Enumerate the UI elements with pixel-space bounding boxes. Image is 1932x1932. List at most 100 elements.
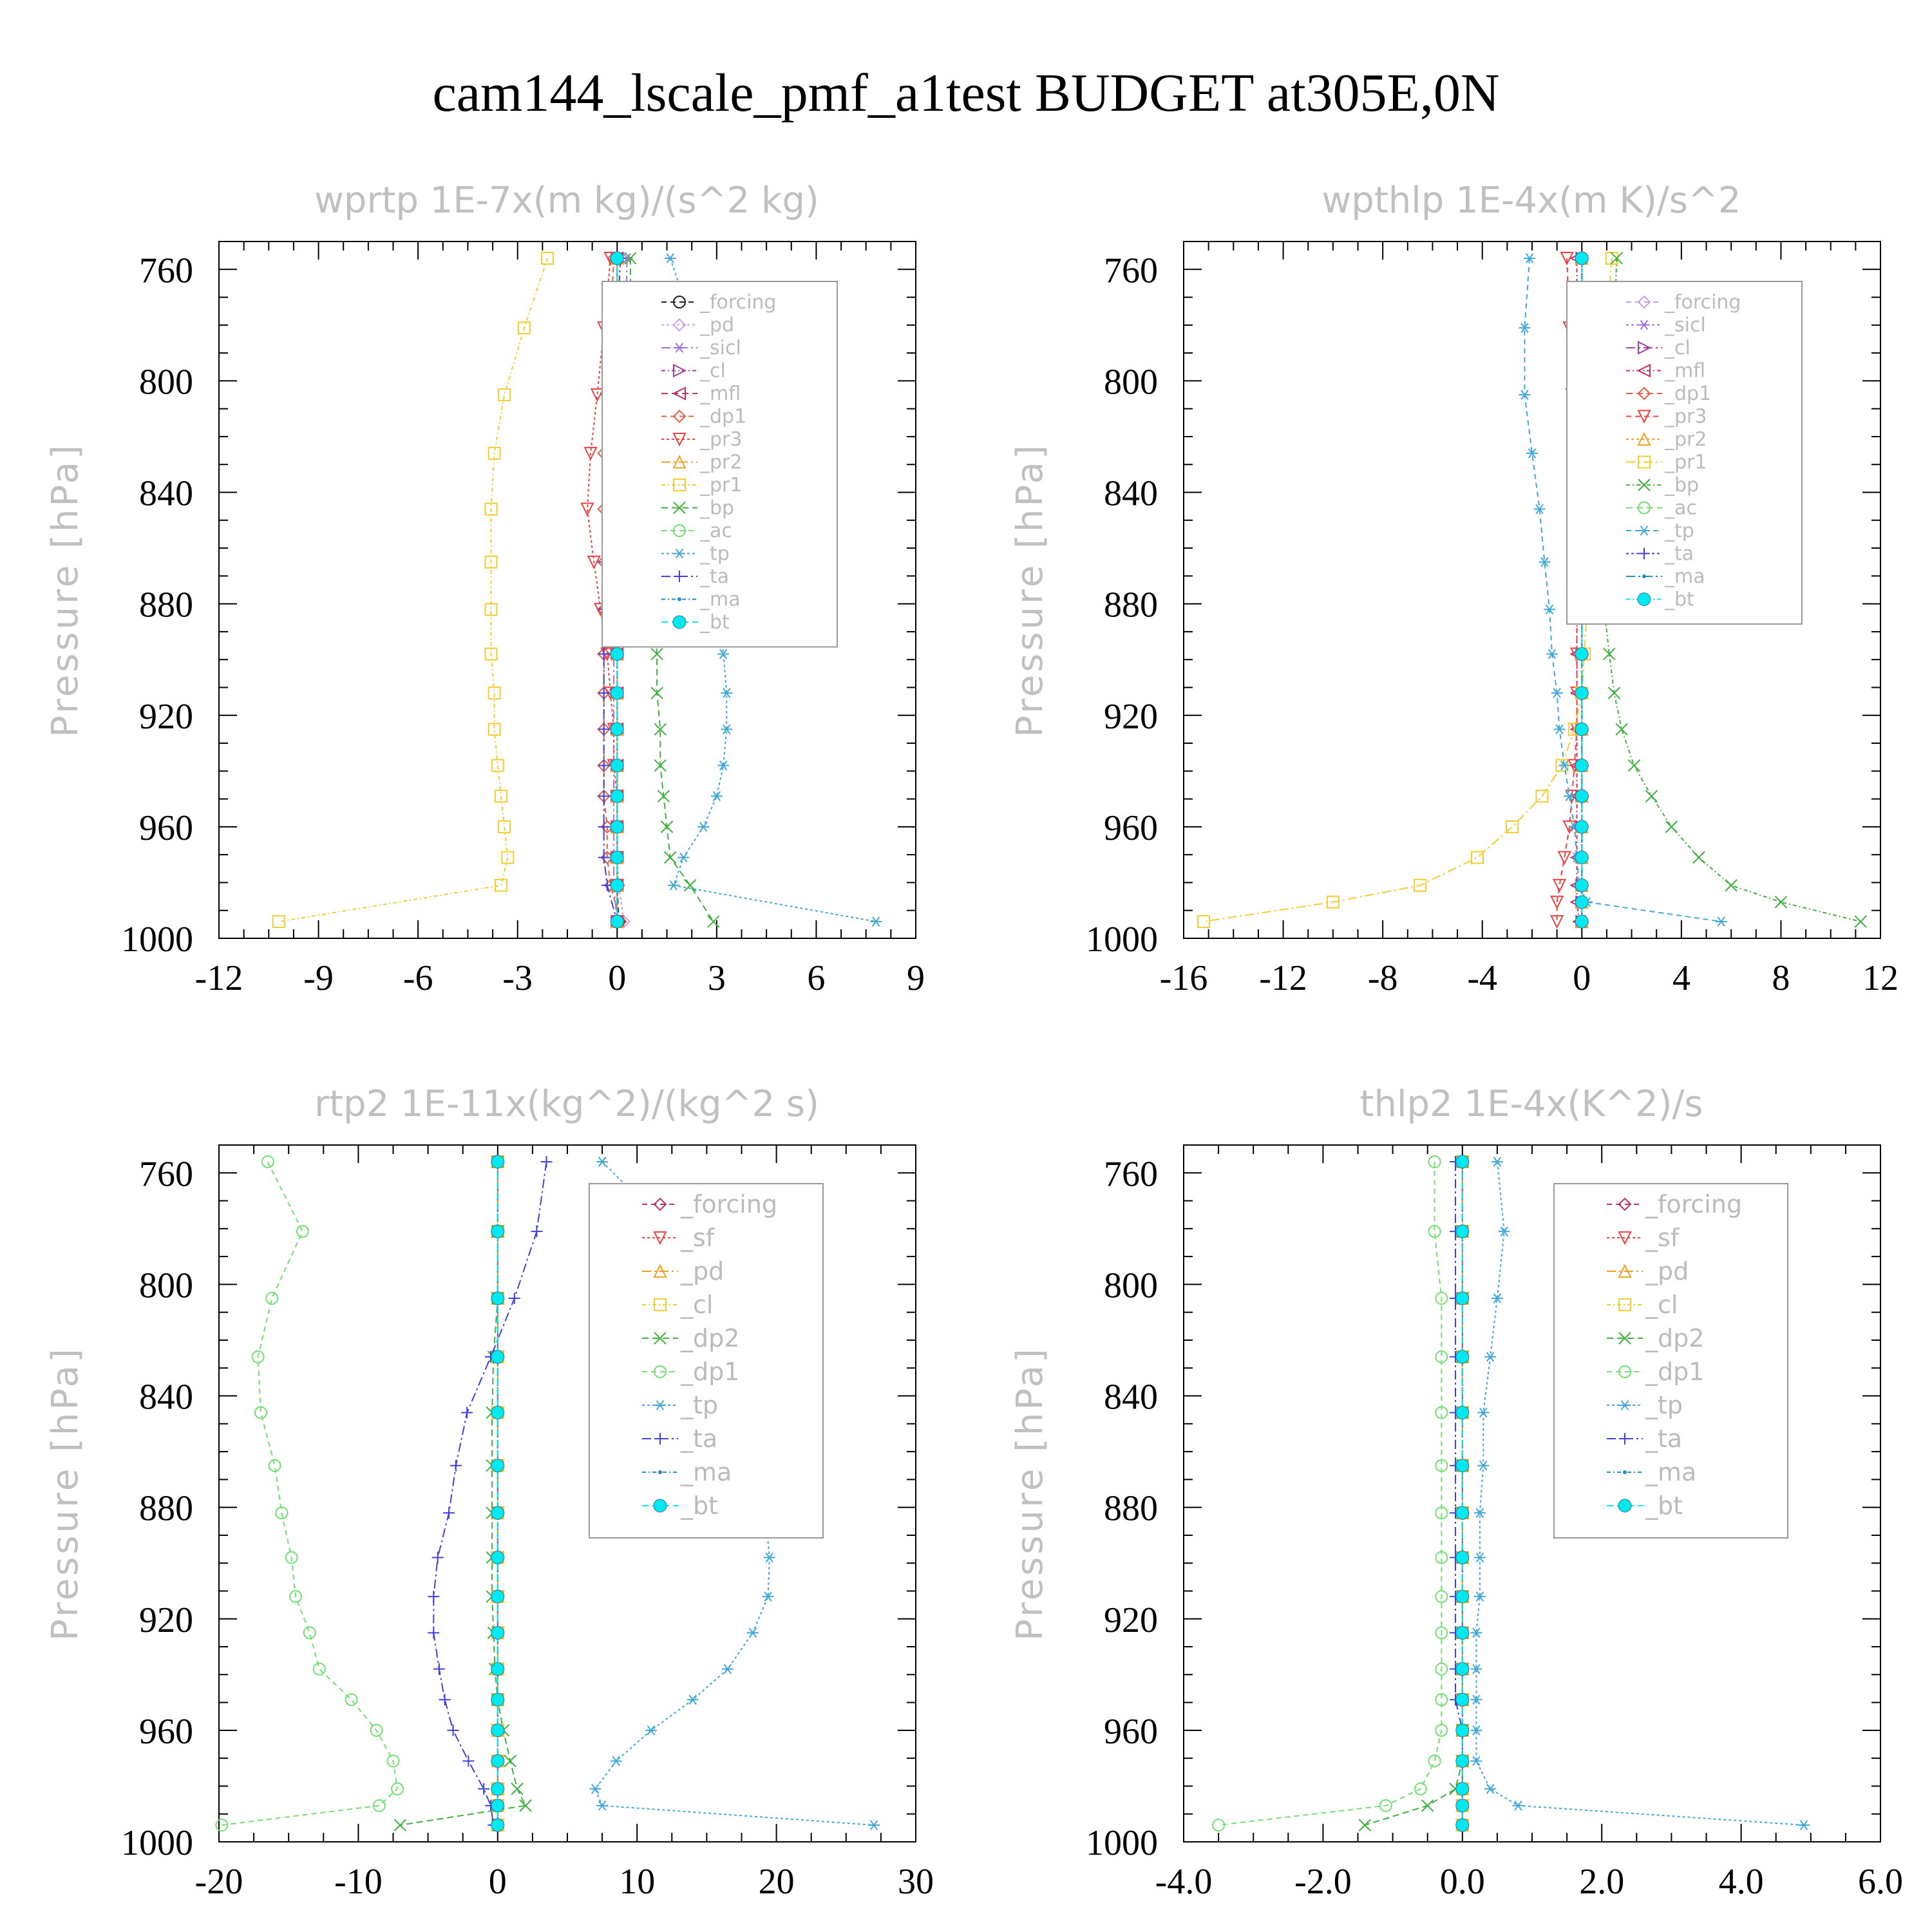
legend-marker [653, 1231, 667, 1245]
legend: _forcing _sf _pd _cl _dp2 _dp1 _tp _ta _ma _bt [589, 1183, 824, 1539]
data-point [372, 1799, 386, 1812]
x-tick-label: -12 [1259, 958, 1307, 998]
series-pr1 [272, 251, 554, 929]
y-tick-label: 760 [139, 1154, 193, 1194]
series-bt [1455, 1155, 1470, 1832]
data-point [1558, 760, 1571, 771]
data-point [1470, 1627, 1482, 1638]
legend-label: _bt [1645, 1492, 1683, 1520]
legend-marker [1623, 1470, 1627, 1474]
series-bt [491, 1155, 505, 1832]
data-point [664, 851, 677, 864]
legend-label: _ma [1664, 565, 1705, 588]
legend-item: _pr3 [661, 428, 742, 451]
legend-label: _ta [680, 1425, 717, 1453]
data-point [717, 760, 730, 771]
legend: _forcing_pd_sicl_cl_mfl_dp1_pr3_pr2_pr1_… [601, 281, 838, 648]
legend-label: _cl [699, 360, 726, 383]
legend-marker [673, 478, 686, 491]
data-point [667, 880, 679, 891]
data-point [610, 686, 624, 700]
data-point [540, 1155, 553, 1168]
data-point [598, 790, 610, 802]
data-point [1535, 790, 1549, 803]
data-point [590, 388, 604, 402]
data-point [1455, 1589, 1470, 1604]
data-point [1533, 504, 1546, 515]
legend-label: _ac [1664, 497, 1697, 520]
data-point [596, 1157, 609, 1167]
legend-item: _tp [1607, 1391, 1683, 1419]
series-dp1 [1212, 1155, 1448, 1832]
data-point [1455, 1155, 1470, 1169]
data-point [498, 820, 511, 833]
y-tick-label: 960 [1104, 1712, 1158, 1752]
legend-item: _bt [642, 1492, 718, 1520]
legend-label: _tp [1664, 520, 1694, 542]
data-point [491, 1405, 505, 1419]
data-point [462, 1755, 475, 1767]
legend-marker [673, 296, 686, 308]
data-point [1414, 878, 1427, 892]
legend-item: _pr3 [1626, 406, 1707, 428]
data-point [1473, 1552, 1486, 1563]
data-point [289, 1590, 303, 1604]
data-point [650, 687, 663, 699]
legend-marker [654, 1332, 667, 1345]
data-point [312, 1662, 326, 1676]
legend-marker [1618, 1298, 1631, 1311]
data-point [491, 1723, 505, 1738]
x-tick-label: 0 [608, 958, 626, 998]
data-point [645, 1725, 657, 1736]
data-point [624, 252, 637, 265]
data-point [654, 759, 667, 772]
data-point [1551, 688, 1563, 698]
legend-label: _dp1 [680, 1358, 739, 1386]
legend-item: _pr2 [1626, 428, 1707, 451]
data-point [1575, 878, 1589, 893]
data-point [660, 820, 674, 833]
data-point [1552, 878, 1567, 893]
data-point [491, 1782, 505, 1796]
data-point [1470, 1725, 1482, 1736]
data-point [721, 688, 733, 698]
data-point [1774, 896, 1788, 909]
legend-box [1553, 1183, 1788, 1539]
data-point [1473, 1591, 1486, 1602]
legend-item: _ma [1607, 1458, 1696, 1486]
data-point [215, 1819, 229, 1832]
data-point [491, 1799, 505, 1813]
data-point [697, 822, 710, 832]
data-point [610, 789, 624, 803]
x-tick-label: 8 [1772, 958, 1790, 998]
y-tick-label: 760 [1104, 251, 1158, 290]
legend-label: _pr1 [699, 474, 742, 497]
legend-item: _pr1 [1626, 451, 1707, 474]
legend-marker [1638, 478, 1651, 491]
legend-label: _tp [680, 1391, 718, 1419]
data-point [488, 687, 501, 700]
data-point [1421, 1799, 1434, 1812]
data-point [650, 647, 663, 661]
data-point [1379, 1799, 1392, 1812]
data-point [1575, 895, 1589, 909]
legend-item: _dp2 [1607, 1324, 1704, 1352]
data-point [491, 1818, 505, 1832]
data-point [1470, 1694, 1482, 1705]
data-point [1455, 1506, 1470, 1520]
legend-marker [673, 524, 686, 537]
data-point [598, 851, 610, 864]
x-tick-label: -10 [334, 1862, 383, 1902]
legend-item: _ma [1626, 565, 1705, 588]
y-tick-label: 840 [1104, 474, 1158, 514]
data-point [1455, 1291, 1470, 1305]
data-point [1665, 820, 1678, 833]
y-tick-label: 840 [1104, 1378, 1158, 1417]
x-tick-label: 4 [1672, 958, 1690, 998]
y-tick-label: 1000 [1086, 1823, 1158, 1863]
legend-marker [1618, 1332, 1631, 1345]
data-point [488, 723, 501, 736]
data-point [254, 1406, 267, 1419]
legend-item: _forcing [642, 1190, 777, 1218]
legend-marker [1618, 1264, 1632, 1278]
